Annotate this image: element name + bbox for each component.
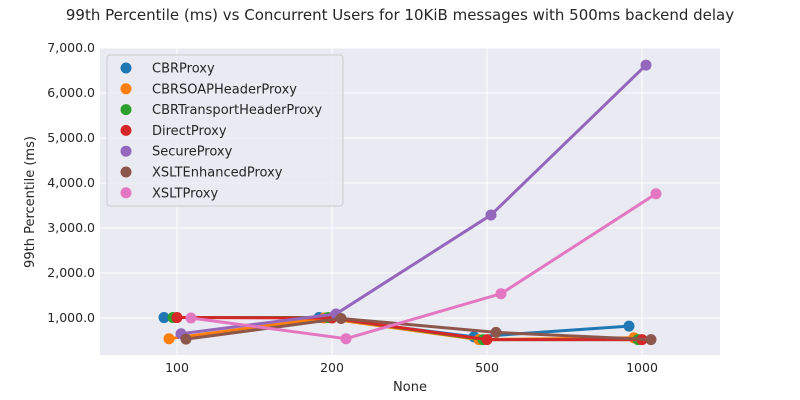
data-point bbox=[340, 333, 352, 345]
y-axis-label: 99th Percentile (ms) bbox=[23, 136, 38, 268]
x-tick-label: 1000 bbox=[626, 360, 658, 375]
data-point bbox=[640, 59, 652, 71]
data-point bbox=[490, 326, 502, 338]
data-point bbox=[645, 334, 657, 346]
series-line bbox=[189, 192, 658, 341]
legend-label: DirectProxy bbox=[152, 124, 227, 139]
x-tick-label: 500 bbox=[475, 360, 499, 375]
series-line bbox=[175, 316, 644, 342]
y-tick-label: 2,000.0 bbox=[47, 265, 95, 280]
legend-marker bbox=[120, 104, 132, 116]
legend-frame bbox=[106, 54, 344, 207]
legend-marker bbox=[120, 124, 132, 136]
y-tick-label: 5,000.0 bbox=[47, 130, 95, 145]
x-tick-labels: 100 200 500 1000 bbox=[165, 360, 658, 375]
legend-label: SecureProxy bbox=[152, 145, 233, 160]
series-group bbox=[158, 59, 662, 346]
x-tick-label: 200 bbox=[320, 360, 344, 375]
series-line bbox=[179, 63, 648, 336]
data-point bbox=[623, 320, 635, 332]
data-point bbox=[185, 312, 197, 324]
data-point bbox=[485, 209, 497, 221]
y-tick-label: 7,000.0 bbox=[47, 40, 95, 55]
x-tick-label: 100 bbox=[165, 360, 189, 375]
legend-marker bbox=[120, 62, 132, 74]
legend-label: XSLTProxy bbox=[152, 186, 218, 201]
legend: CBRProxy CBRSOAPHeaderProxy CBRTransportHe… bbox=[106, 54, 344, 207]
legend-label: XSLTEnhancedProxy bbox=[152, 166, 283, 181]
chart-title: 99th Percentile (ms) vs Concurrent Users… bbox=[66, 6, 734, 24]
data-point bbox=[495, 288, 507, 300]
legend-label: CBRProxy bbox=[152, 62, 215, 77]
data-point bbox=[158, 312, 170, 324]
y-tick-label: 4,000.0 bbox=[47, 175, 95, 190]
data-point bbox=[650, 188, 662, 200]
y-tick-labels: 1,000.0 2,000.0 3,000.0 4,000.0 5,000.0 6,000… bbox=[47, 40, 95, 325]
y-tick-label: 1,000.0 bbox=[47, 310, 95, 325]
data-point bbox=[180, 333, 192, 345]
y-tick-label: 3,000.0 bbox=[47, 220, 95, 235]
legend-marker bbox=[120, 145, 132, 157]
data-point bbox=[335, 312, 347, 324]
legend-label: CBRSOAPHeaderProxy bbox=[152, 82, 297, 97]
legend-marker bbox=[120, 83, 132, 95]
x-axis-label: None bbox=[393, 380, 427, 395]
data-point bbox=[481, 334, 493, 346]
data-point bbox=[163, 333, 175, 345]
y-tick-label: 6,000.0 bbox=[47, 85, 95, 100]
data-point bbox=[171, 312, 183, 324]
legend-marker bbox=[120, 166, 132, 178]
legend-label: CBRTransportHeaderProxy bbox=[152, 103, 322, 118]
legend-marker bbox=[120, 187, 132, 199]
